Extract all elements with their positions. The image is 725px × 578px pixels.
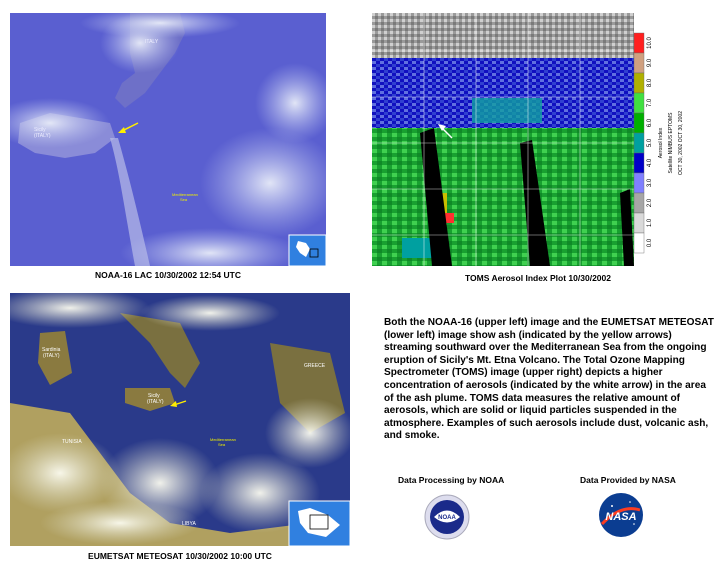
legend-value: 1.0 bbox=[647, 218, 653, 227]
toms-legend: 10.0 9.0 8.0 7.0 6.0 5.0 4.0 3.0 2.0 1.0 0.0 Aeroso… bbox=[633, 32, 684, 254]
svg-text:Mediterranean: Mediterranean bbox=[210, 437, 236, 442]
legend-value: 0.0 bbox=[647, 238, 653, 247]
nasa-credit: Data Provided by NASA bbox=[580, 475, 676, 485]
legend-swatch bbox=[633, 52, 645, 74]
legend-value: 7.0 bbox=[647, 98, 653, 107]
noaa-inset-map bbox=[288, 234, 326, 266]
svg-text:Sea: Sea bbox=[218, 442, 226, 447]
nasa-logo: NASA bbox=[599, 493, 643, 537]
legend-swatch bbox=[633, 192, 645, 214]
legend-swatch bbox=[633, 212, 645, 234]
svg-text:(ITALY): (ITALY) bbox=[34, 133, 51, 139]
meteosat-caption: EUMETSAT METEOSAT 10/30/2002 10:00 UTC bbox=[88, 551, 272, 561]
svg-text:(ITALY): (ITALY) bbox=[147, 399, 164, 405]
svg-text:ITALY: ITALY bbox=[145, 39, 159, 45]
legend-side-text: Aerosol Index bbox=[658, 127, 664, 158]
svg-text:Sicily: Sicily bbox=[148, 393, 160, 399]
legend-swatch bbox=[633, 232, 645, 254]
noaa-logo: NOAA bbox=[424, 494, 470, 540]
legend-value: 4.0 bbox=[647, 158, 653, 167]
legend-value: 10.0 bbox=[647, 37, 653, 49]
noaa-logo-text: NOAA bbox=[438, 515, 456, 521]
svg-text:TUNISIA: TUNISIA bbox=[62, 439, 82, 445]
legend-swatch bbox=[633, 112, 645, 134]
legend-swatch bbox=[633, 72, 645, 94]
noaa-image-graphic: ITALY Sicily (ITALY) Mediterranean Sea bbox=[10, 13, 326, 266]
legend-swatch bbox=[633, 132, 645, 154]
legend-swatch bbox=[633, 32, 645, 54]
meteosat-inset-map bbox=[288, 500, 350, 546]
svg-text:GREECE: GREECE bbox=[304, 363, 326, 369]
legend-swatch bbox=[633, 92, 645, 114]
noaa-caption: NOAA-16 LAC 10/30/2002 12:54 UTC bbox=[95, 270, 241, 280]
legend-value: 5.0 bbox=[647, 138, 653, 147]
toms-aerosol-plot: 10.0 9.0 8.0 7.0 6.0 5.0 4.0 3.0 2.0 1.0 0.0 Aeroso… bbox=[372, 13, 704, 266]
legend-side-text: Satellite NIMBUS EPTOMS bbox=[668, 112, 674, 174]
svg-text:Mediterranean: Mediterranean bbox=[172, 192, 198, 197]
svg-text:(ITALY): (ITALY) bbox=[43, 353, 60, 359]
description-text: Both the NOAA-16 (upper left) image and … bbox=[384, 317, 714, 442]
legend-value: 3.0 bbox=[647, 178, 653, 187]
svg-text:LIBYA: LIBYA bbox=[182, 521, 196, 527]
svg-text:Sea: Sea bbox=[180, 197, 188, 202]
toms-caption: TOMS Aerosol Index Plot 10/30/2002 bbox=[465, 273, 611, 283]
legend-value: 8.0 bbox=[647, 78, 653, 87]
nasa-logo-text: NASA bbox=[605, 511, 636, 523]
legend-value: 9.0 bbox=[647, 58, 653, 67]
meteosat-satellite-image: Sardinia (ITALY) Sicily (ITALY) TUNISIA … bbox=[10, 293, 350, 546]
meteosat-image-graphic: Sardinia (ITALY) Sicily (ITALY) TUNISIA … bbox=[10, 293, 350, 546]
legend-value: 6.0 bbox=[647, 118, 653, 127]
svg-text:Sicily: Sicily bbox=[34, 127, 46, 133]
legend-swatch bbox=[633, 152, 645, 174]
noaa-credit: Data Processing by NOAA bbox=[398, 475, 505, 485]
legend-swatch bbox=[633, 172, 645, 194]
legend-side-text: OCT 30, 2002 OCT 30, 2002 bbox=[678, 111, 684, 175]
noaa-satellite-image: ITALY Sicily (ITALY) Mediterranean Sea bbox=[10, 13, 326, 266]
toms-plot-graphic: 10.0 9.0 8.0 7.0 6.0 5.0 4.0 3.0 2.0 1.0 0.0 Aeroso… bbox=[372, 13, 704, 266]
svg-text:Sardinia: Sardinia bbox=[42, 347, 61, 353]
legend-value: 2.0 bbox=[647, 198, 653, 207]
